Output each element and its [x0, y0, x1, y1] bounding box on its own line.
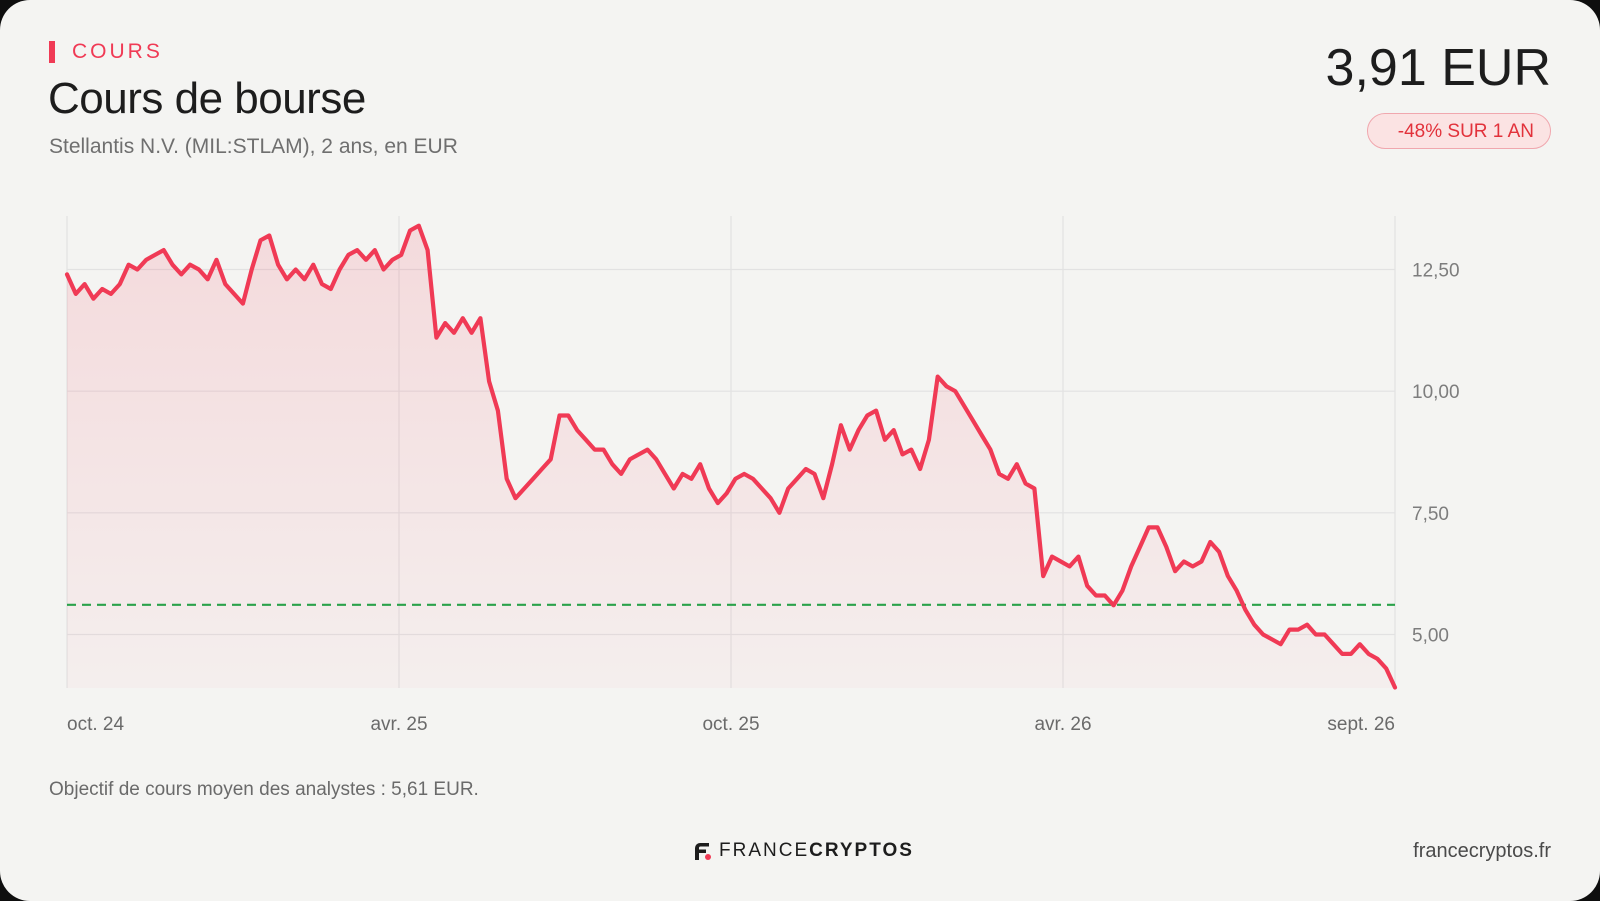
- page-title: Cours de bourse: [48, 74, 366, 123]
- brand-icon: [695, 843, 711, 860]
- brand-name-part2: CRYPTOS: [809, 840, 914, 861]
- y-tick-label: 10,00: [1412, 382, 1460, 403]
- price-area-fill: [67, 225, 1395, 688]
- current-price: 3,91 EUR: [1325, 39, 1551, 97]
- analyst-target-note: Objectif de cours moyen des analystes : …: [49, 779, 479, 800]
- x-tick-label: oct. 25: [702, 714, 759, 735]
- y-tick-label: 7,50: [1412, 504, 1449, 525]
- site-url[interactable]: francecryptos.fr: [1413, 840, 1551, 862]
- x-tick-label: oct. 24: [67, 714, 124, 735]
- y-tick-label: 12,50: [1412, 261, 1460, 282]
- chart-subtitle: Stellantis N.V. (MIL:STLAM), 2 ans, en E…: [49, 135, 458, 158]
- x-tick-label: avr. 25: [370, 714, 427, 735]
- brand-logo: FRANCE CRYPTOS: [693, 840, 914, 862]
- y-axis-ticks: 12,50 10,00 7,50 5,00: [1412, 261, 1460, 647]
- kicker-accent-bar: [49, 41, 55, 63]
- kicker-label: COURS: [72, 40, 163, 63]
- x-tick-label: avr. 26: [1034, 714, 1091, 735]
- y-tick-label: 5,00: [1412, 625, 1449, 646]
- section-kicker: COURS: [49, 40, 163, 64]
- change-badge: -48% SUR 1 AN: [1366, 113, 1551, 149]
- brand-name-part1: FRANCE: [719, 840, 810, 861]
- x-axis-ticks: oct. 24 avr. 25 oct. 25 avr. 26 sept. 26: [67, 714, 1395, 735]
- price-line: [64, 223, 1398, 690]
- x-tick-label: sept. 26: [1327, 714, 1395, 735]
